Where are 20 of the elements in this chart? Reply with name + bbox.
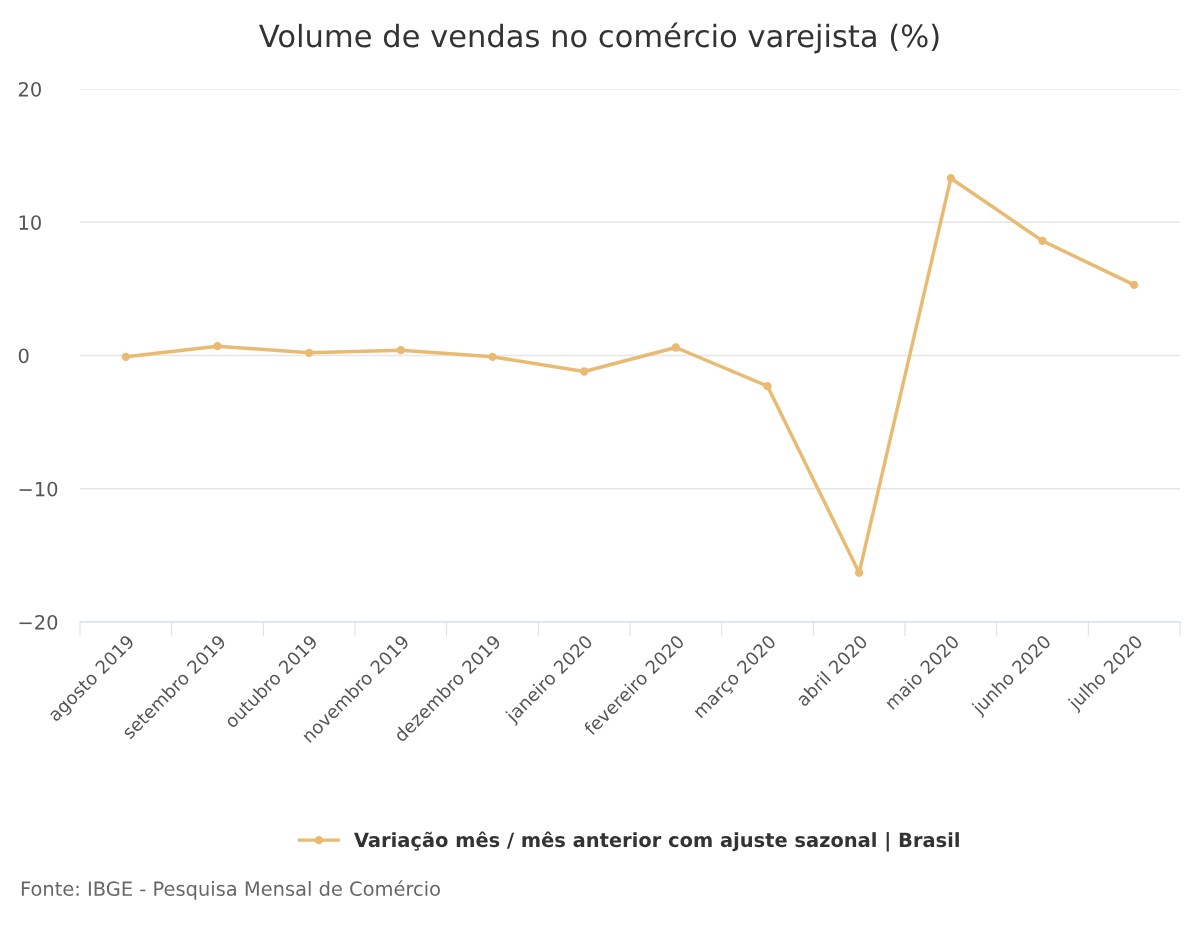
legend-label: Variação mês / mês anterior com ajuste sazonal | Brasil [354,831,959,852]
y-tick-label: −20 [19,614,58,630]
point [1129,280,1139,290]
point [304,348,314,358]
point [213,342,222,351]
point [671,343,681,352]
y-tick-label: 20 [18,81,41,97]
y-tick-label: 0 [18,348,29,364]
point [946,174,956,183]
y-tick-label: 10 [19,215,41,230]
point [396,346,406,355]
point [1038,236,1047,246]
point [121,352,131,361]
chart-title: Volume de vendas no comércio varejista (%) [259,22,939,54]
y-tick-label: −10 [19,481,58,497]
source-note: Fonte: IBGE - Pesquisa Mensal de Comércio [21,880,440,900]
point [763,381,772,391]
point [579,367,589,376]
point [488,352,497,361]
point [854,568,864,577]
